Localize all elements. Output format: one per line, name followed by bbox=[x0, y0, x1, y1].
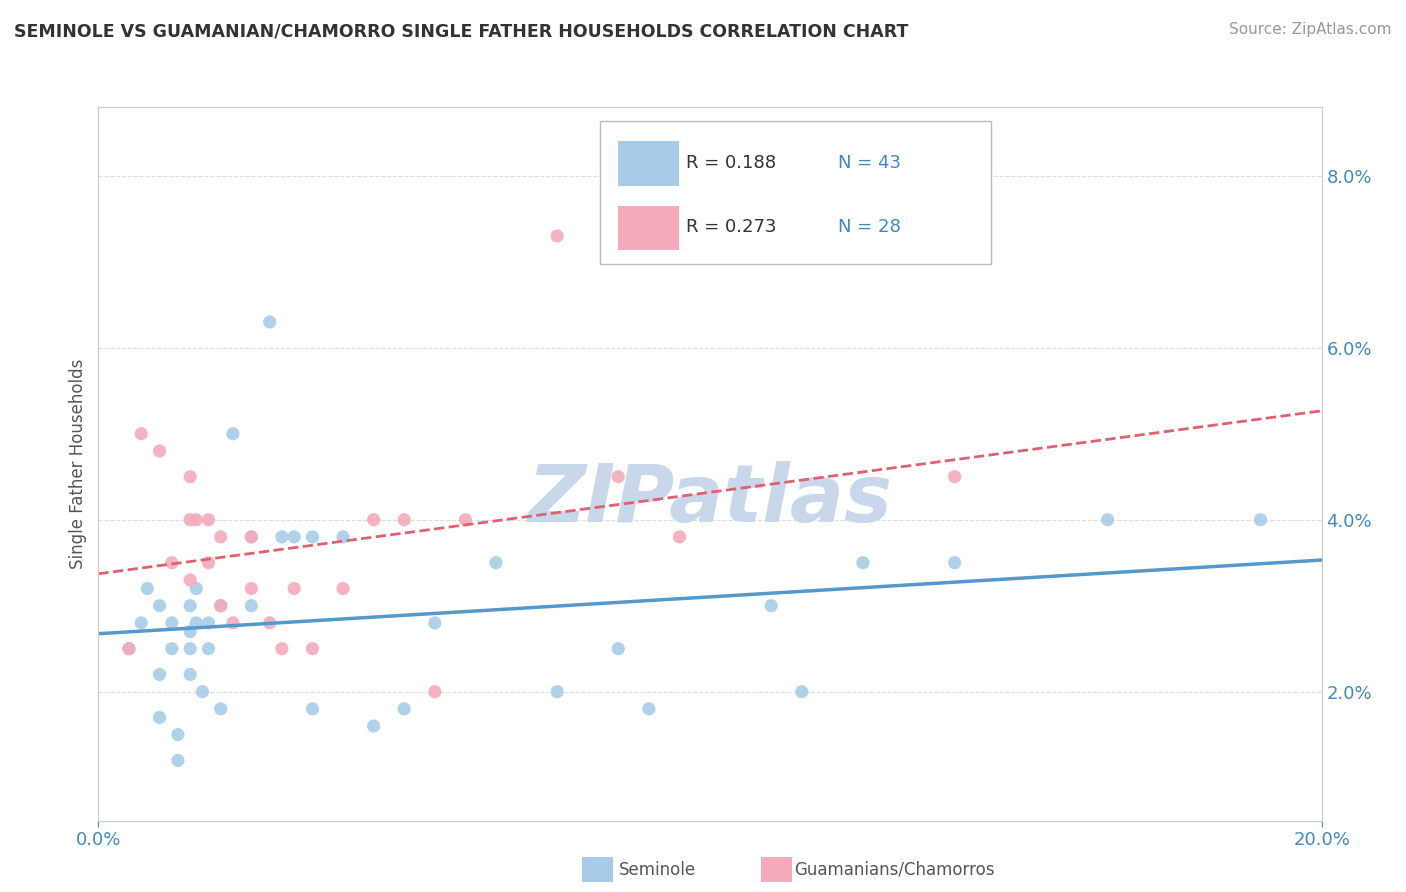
Point bbox=[332, 582, 354, 596]
Point bbox=[197, 513, 219, 527]
Point bbox=[160, 556, 183, 570]
Point bbox=[149, 444, 172, 458]
Point bbox=[118, 641, 141, 656]
Y-axis label: Single Father Households: Single Father Households bbox=[69, 359, 87, 569]
Text: N = 28: N = 28 bbox=[838, 218, 901, 235]
Point bbox=[167, 754, 190, 768]
Point bbox=[852, 556, 875, 570]
Text: Source: ZipAtlas.com: Source: ZipAtlas.com bbox=[1229, 22, 1392, 37]
Point bbox=[129, 615, 152, 630]
Point bbox=[283, 582, 305, 596]
Point bbox=[186, 513, 208, 527]
Point bbox=[454, 513, 477, 527]
Text: ZIPatlas: ZIPatlas bbox=[527, 460, 893, 539]
Point bbox=[485, 556, 508, 570]
Text: Guamanians/Chamorros: Guamanians/Chamorros bbox=[794, 861, 995, 879]
Point bbox=[301, 641, 323, 656]
Point bbox=[332, 530, 354, 544]
Point bbox=[546, 684, 568, 698]
Point bbox=[222, 615, 245, 630]
Point bbox=[129, 426, 152, 441]
Point bbox=[186, 582, 208, 596]
Text: R = 0.273: R = 0.273 bbox=[686, 218, 776, 235]
Point bbox=[118, 641, 141, 656]
Point bbox=[392, 702, 416, 716]
Point bbox=[943, 556, 966, 570]
Point bbox=[301, 702, 323, 716]
Point bbox=[363, 513, 385, 527]
Text: N = 43: N = 43 bbox=[838, 153, 901, 171]
Point bbox=[197, 556, 219, 570]
Point bbox=[179, 641, 201, 656]
Point bbox=[423, 615, 446, 630]
Point bbox=[186, 615, 208, 630]
Point bbox=[240, 530, 263, 544]
Point bbox=[607, 641, 630, 656]
Point bbox=[392, 513, 416, 527]
FancyBboxPatch shape bbox=[600, 121, 991, 264]
Point bbox=[179, 513, 201, 527]
Point bbox=[167, 728, 190, 742]
Point bbox=[136, 582, 159, 596]
Point bbox=[179, 469, 201, 483]
Point bbox=[240, 599, 263, 613]
Point bbox=[283, 530, 305, 544]
Point bbox=[160, 641, 183, 656]
Point bbox=[160, 615, 183, 630]
Point bbox=[197, 641, 219, 656]
FancyBboxPatch shape bbox=[619, 141, 679, 186]
Point bbox=[149, 710, 172, 724]
Point bbox=[149, 599, 172, 613]
Text: SEMINOLE VS GUAMANIAN/CHAMORRO SINGLE FATHER HOUSEHOLDS CORRELATION CHART: SEMINOLE VS GUAMANIAN/CHAMORRO SINGLE FA… bbox=[14, 22, 908, 40]
Point bbox=[179, 624, 201, 639]
Point bbox=[179, 573, 201, 587]
Text: R = 0.188: R = 0.188 bbox=[686, 153, 776, 171]
Point bbox=[607, 469, 630, 483]
Point bbox=[209, 599, 232, 613]
Point bbox=[197, 615, 219, 630]
Point bbox=[270, 641, 292, 656]
Point bbox=[179, 667, 201, 681]
FancyBboxPatch shape bbox=[619, 205, 679, 250]
Point bbox=[423, 684, 446, 698]
Point bbox=[270, 530, 292, 544]
Point bbox=[759, 599, 782, 613]
Point bbox=[240, 530, 263, 544]
Point bbox=[668, 530, 690, 544]
Point bbox=[259, 615, 281, 630]
Point bbox=[1097, 513, 1119, 527]
Point bbox=[149, 667, 172, 681]
Point bbox=[546, 229, 568, 244]
Point bbox=[209, 599, 232, 613]
Point bbox=[1249, 513, 1271, 527]
Point bbox=[240, 582, 263, 596]
Point bbox=[363, 719, 385, 733]
Point bbox=[301, 530, 323, 544]
Point bbox=[790, 684, 813, 698]
Point bbox=[209, 702, 232, 716]
Point bbox=[209, 530, 232, 544]
Point bbox=[637, 702, 661, 716]
Point bbox=[943, 469, 966, 483]
Point bbox=[179, 599, 201, 613]
Point bbox=[259, 315, 281, 329]
Point bbox=[222, 426, 245, 441]
Text: Seminole: Seminole bbox=[619, 861, 696, 879]
Point bbox=[191, 684, 214, 698]
